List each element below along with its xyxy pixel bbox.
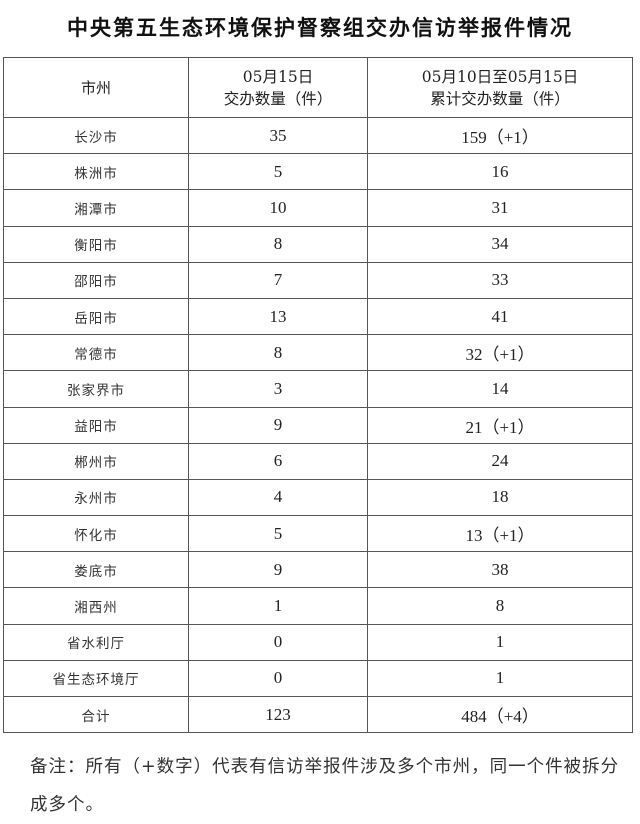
header-city: 市州 bbox=[3, 57, 189, 118]
header-daily: 05月15日 交办数量（件） bbox=[188, 57, 368, 118]
cell-city: 娄底市 bbox=[3, 551, 189, 589]
cell-daily-count: 5 bbox=[188, 153, 368, 191]
cell-daily-count: 8 bbox=[188, 225, 368, 263]
cell-daily-count: 3 bbox=[188, 370, 368, 408]
table-row: 衡阳市 8 34 bbox=[3, 225, 633, 263]
cell-daily-count: 10 bbox=[188, 189, 368, 227]
cell-cumulative-count: 484（+4） bbox=[367, 695, 633, 734]
cell-cumulative-count: 159（+1） bbox=[367, 116, 633, 155]
cell-daily-count: 4 bbox=[188, 478, 368, 517]
table-row: 岳阳市 13 41 bbox=[3, 297, 633, 336]
table-row: 张家界市 3 14 bbox=[3, 370, 633, 408]
table-row: 怀化市 5 13（+1） bbox=[3, 515, 633, 553]
table-row: 郴州市 6 24 bbox=[3, 442, 633, 480]
cell-daily-count: 6 bbox=[188, 442, 368, 480]
cell-daily-count: 123 bbox=[188, 695, 368, 734]
cell-cumulative-count: 31 bbox=[367, 189, 633, 227]
cell-city: 湘潭市 bbox=[3, 189, 189, 227]
cell-daily-count: 13 bbox=[188, 297, 368, 336]
cell-city: 郴州市 bbox=[3, 442, 189, 480]
cell-cumulative-count: 16 bbox=[367, 153, 633, 191]
table-row: 合计 123 484（+4） bbox=[3, 695, 633, 734]
cell-city: 株洲市 bbox=[3, 153, 189, 191]
table-row: 省生态环境厅 0 1 bbox=[3, 659, 633, 698]
cell-city: 永州市 bbox=[3, 478, 189, 517]
cell-cumulative-count: 1 bbox=[367, 659, 633, 698]
cell-cumulative-count: 8 bbox=[367, 587, 633, 625]
cell-cumulative-count: 32（+1） bbox=[367, 334, 633, 372]
cell-daily-count: 9 bbox=[188, 551, 368, 589]
cell-cumulative-count: 21（+1） bbox=[367, 406, 633, 444]
cell-city: 合计 bbox=[3, 695, 189, 734]
cell-city: 长沙市 bbox=[3, 116, 189, 155]
table-row: 永州市 4 18 bbox=[3, 478, 633, 517]
cell-daily-count: 1 bbox=[188, 587, 368, 625]
table-row: 邵阳市 7 33 bbox=[3, 261, 633, 299]
cell-city: 常德市 bbox=[3, 334, 189, 372]
cell-city: 怀化市 bbox=[3, 515, 189, 553]
header-cumulative: 05月10日至05月15日 累计交办数量（件） bbox=[367, 57, 633, 118]
table-row: 长沙市 35 159（+1） bbox=[3, 116, 633, 155]
cell-cumulative-count: 38 bbox=[367, 551, 633, 589]
cell-daily-count: 35 bbox=[188, 116, 368, 155]
cell-cumulative-count: 33 bbox=[367, 261, 633, 299]
cell-city: 岳阳市 bbox=[3, 297, 189, 336]
table-header-row: 市州 05月15日 交办数量（件） 05月10日至05月15日 累计交办数量（件） bbox=[3, 57, 633, 118]
table-row: 湘西州 1 8 bbox=[3, 587, 633, 625]
document-title: 中央第五生态环境保护督察组交办信访举报件情况 bbox=[67, 15, 573, 40]
cell-city: 邵阳市 bbox=[3, 261, 189, 299]
cell-daily-count: 0 bbox=[188, 623, 368, 661]
cell-daily-count: 8 bbox=[188, 334, 368, 372]
table-row: 娄底市 9 38 bbox=[3, 551, 633, 589]
header-daily-line2: 交办数量（件） bbox=[223, 89, 333, 108]
header-cumulative-line1: 05月10日至05月15日 bbox=[421, 67, 579, 86]
cell-city: 张家界市 bbox=[3, 370, 189, 408]
table-row: 益阳市 9 21（+1） bbox=[3, 406, 633, 444]
cell-cumulative-count: 34 bbox=[367, 225, 633, 263]
table-row: 湘潭市 10 31 bbox=[3, 189, 633, 227]
cell-cumulative-count: 18 bbox=[367, 478, 633, 517]
cell-cumulative-count: 13（+1） bbox=[367, 515, 633, 553]
header-city-label: 市州 bbox=[80, 78, 111, 97]
table-row: 省水利厅 0 1 bbox=[3, 623, 633, 661]
cell-cumulative-count: 1 bbox=[367, 623, 633, 661]
cell-daily-count: 7 bbox=[188, 261, 368, 299]
cell-city: 省水利厅 bbox=[3, 623, 189, 661]
cell-cumulative-count: 41 bbox=[367, 297, 633, 336]
cell-daily-count: 9 bbox=[188, 406, 368, 444]
cell-daily-count: 0 bbox=[188, 659, 368, 698]
header-daily-line1: 05月15日 bbox=[242, 67, 314, 86]
cell-city: 衡阳市 bbox=[3, 225, 189, 263]
table-row: 常德市 8 32（+1） bbox=[3, 334, 633, 372]
petition-table: 市州 05月15日 交办数量（件） 05月10日至05月15日 累计交办数量（件） … bbox=[3, 57, 633, 734]
cell-cumulative-count: 14 bbox=[367, 370, 633, 408]
table-row: 株洲市 5 16 bbox=[3, 153, 633, 191]
cell-cumulative-count: 24 bbox=[367, 442, 633, 480]
header-cumulative-line2: 累计交办数量（件） bbox=[430, 89, 570, 108]
cell-city: 湘西州 bbox=[3, 587, 189, 625]
footnote: 备注：所有（+数字）代表有信访举报件涉及多个市州，同一个件被拆分成多个。 bbox=[30, 757, 620, 815]
cell-daily-count: 5 bbox=[188, 515, 368, 553]
cell-city: 省生态环境厅 bbox=[3, 659, 189, 698]
cell-city: 益阳市 bbox=[3, 406, 189, 444]
